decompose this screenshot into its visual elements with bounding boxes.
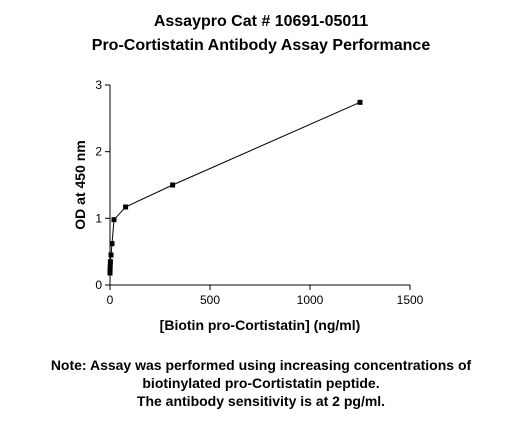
data-point: [107, 259, 113, 265]
x-tick-label: 0: [107, 293, 114, 307]
data-point: [109, 241, 115, 247]
x-axis-label: [Biotin pro-Cortistatin] (ng/ml): [160, 317, 361, 333]
chart-area: 0 500 1000 1500 0 1 2 3 [Biotin pro-Cortistatin…: [72, 78, 424, 333]
x-tick-label: 1000: [297, 293, 324, 307]
y-tick-label: 2: [95, 145, 102, 159]
data-point: [108, 252, 114, 258]
note-line-1: Note: Assay was performed using increasi…: [50, 357, 472, 373]
data-point: [107, 270, 113, 276]
data-point: [111, 217, 117, 223]
series-path: [109, 101, 361, 274]
y-tick-label: 1: [95, 211, 102, 225]
axes: [105, 84, 411, 290]
y-tick-label: 0: [95, 278, 102, 292]
tick-labels: 0 500 1000 1500 0 1 2 3: [95, 78, 423, 307]
data-point: [107, 263, 113, 269]
series-line: [107, 99, 363, 276]
x-tick-label: 1500: [397, 293, 424, 307]
note-line-2: biotinylated pro-Cortistatin peptide.: [142, 375, 380, 391]
data-point: [107, 267, 113, 273]
data-point: [357, 99, 363, 105]
chart-subtitle: Pro-Cortistatin Antibody Assay Performan…: [91, 37, 431, 54]
note-line-3: The antibody sensitivity is at 2 pg/ml.: [136, 393, 386, 409]
chart-title: Assaypro Cat # 10691-05011: [153, 13, 369, 30]
data-point: [123, 204, 129, 210]
data-point: [170, 182, 176, 188]
y-axis-label: OD at 450 nm: [72, 140, 88, 229]
y-tick-label: 3: [95, 78, 102, 92]
x-tick-label: 500: [200, 293, 220, 307]
